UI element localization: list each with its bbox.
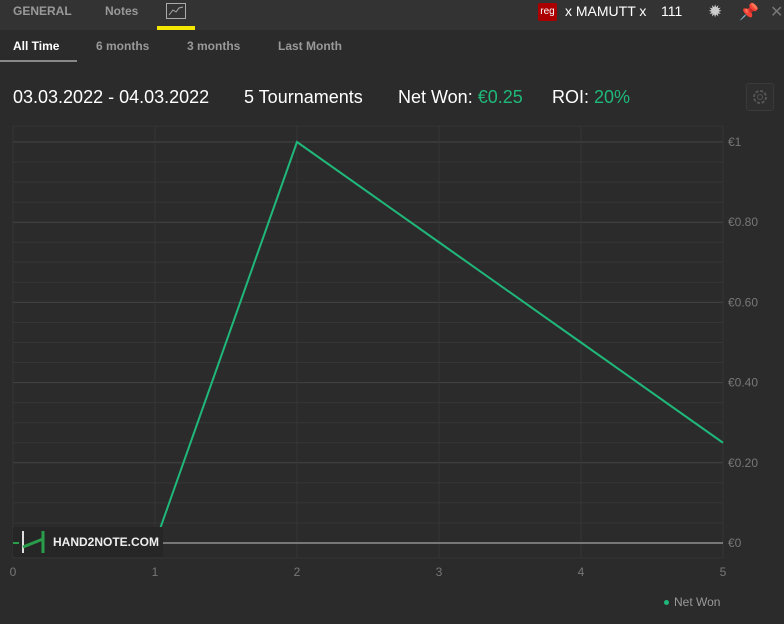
roi-label: ROI:: [552, 87, 590, 107]
tab-general[interactable]: GENERAL: [13, 4, 72, 18]
roi-value: 20%: [594, 87, 631, 107]
close-icon[interactable]: ✕: [770, 4, 784, 21]
period-tab-indicator: [0, 60, 77, 62]
reg-badge: reg: [538, 3, 557, 21]
legend-net-won[interactable]: Net Won: [664, 595, 720, 609]
y-tick-label: €0.40: [728, 376, 758, 390]
net-won-value: €0.25: [477, 87, 523, 107]
y-tick-label: €1: [728, 135, 742, 149]
y-tick-label: €0.80: [728, 215, 758, 229]
logo-text: HAND2NOTE.COM: [53, 535, 160, 549]
chart-settings-button[interactable]: [746, 83, 774, 111]
y-tick-label: €0.60: [728, 295, 758, 309]
legend-dot: [664, 600, 669, 606]
roi: ROI: 20%: [552, 87, 630, 108]
active-tab-indicator: [157, 26, 195, 30]
player-name: x MAMUTT x: [565, 3, 647, 19]
line-chart-icon: [166, 3, 186, 19]
x-tick-label: 5: [720, 565, 727, 579]
tab-all-time[interactable]: All Time: [13, 39, 60, 53]
logo-icon: [13, 531, 45, 553]
period-tabs: All Time 6 months 3 months Last Month: [0, 30, 784, 64]
hand2note-logo: HAND2NOTE.COM: [13, 527, 163, 557]
gear-icon[interactable]: ✹: [708, 2, 723, 21]
date-range: 03.03.2022 - 04.03.2022: [13, 87, 210, 107]
tournament-count: 5 Tournaments: [244, 87, 363, 107]
hand-count: 111: [661, 3, 683, 19]
x-tick-label: 3: [436, 565, 443, 579]
gear-icon: [753, 90, 767, 104]
x-tick-label: 1: [152, 565, 159, 579]
x-tick-label: 4: [578, 565, 585, 579]
tab-notes[interactable]: Notes: [105, 4, 139, 18]
legend-label: Net Won: [674, 595, 721, 609]
x-tick-label: 0: [10, 565, 17, 579]
tab-6-months[interactable]: 6 months: [96, 39, 150, 53]
net-won-label: Net Won:: [398, 87, 473, 107]
tab-chart[interactable]: [157, 0, 195, 30]
tab-last-month[interactable]: Last Month: [278, 39, 342, 53]
y-tick-label: €0.20: [728, 456, 758, 470]
top-bar: GENERAL Notes reg x MAMUTT x 111 ✹ 📌 ✕: [0, 0, 784, 30]
net-won: Net Won: €0.25: [398, 87, 523, 108]
x-tick-label: 2: [294, 565, 301, 579]
y-tick-label: €0: [728, 536, 742, 550]
tab-3-months[interactable]: 3 months: [187, 39, 241, 53]
pin-icon[interactable]: 📌: [739, 4, 759, 21]
